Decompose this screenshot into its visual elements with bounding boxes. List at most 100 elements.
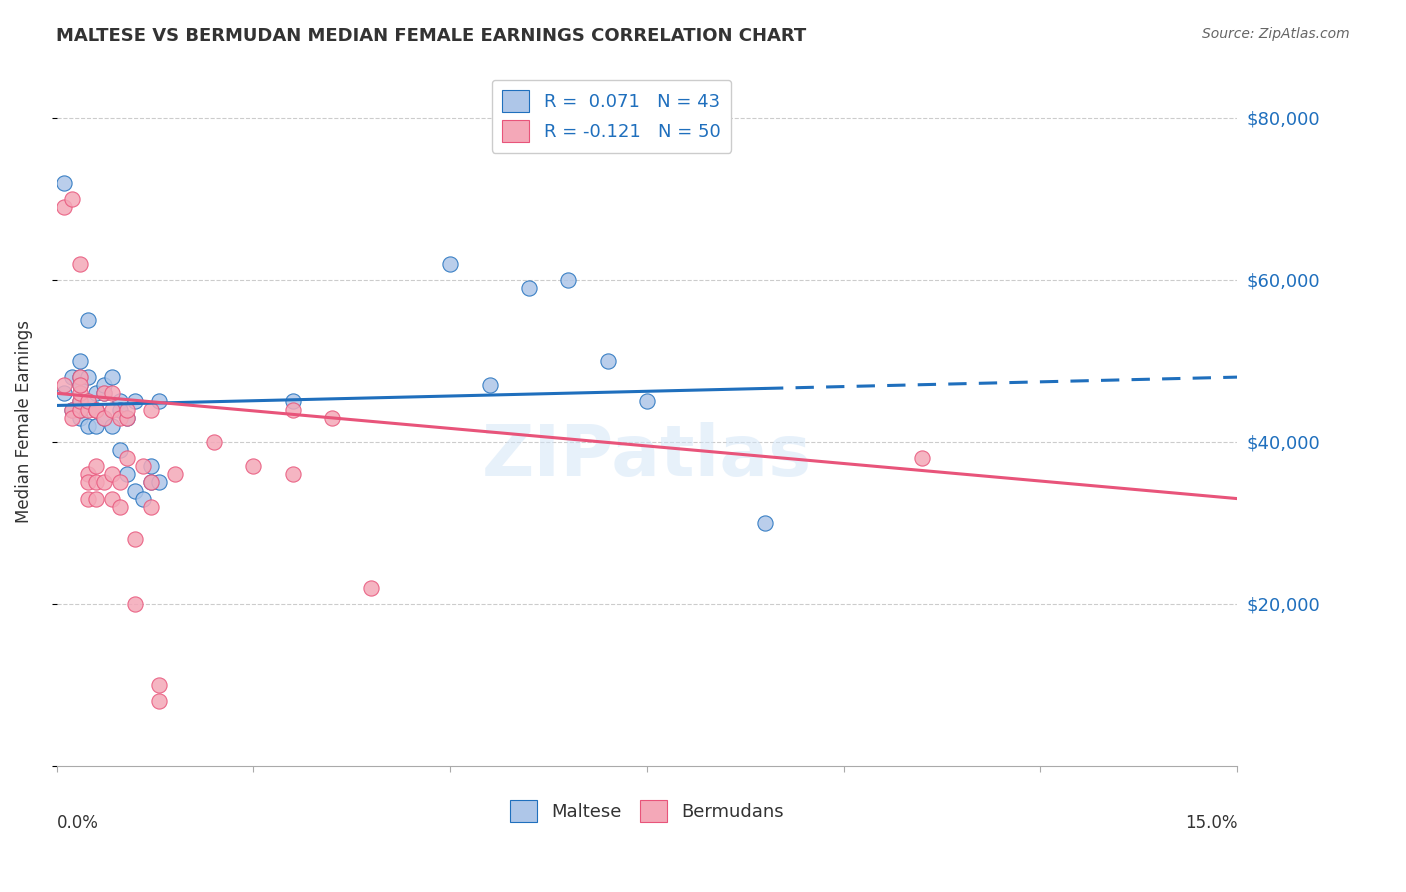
Point [100, 467, 122, 482]
Point [124, 597, 146, 611]
Point [202, 434, 225, 449]
Point [84, 491, 107, 506]
Point [108, 500, 131, 514]
Point [242, 459, 264, 474]
Point [439, 257, 461, 271]
Point [281, 394, 304, 409]
Point [117, 402, 139, 417]
Point [100, 418, 122, 433]
Point [53, 200, 76, 214]
Point [132, 459, 155, 474]
Point [281, 402, 304, 417]
Point [117, 467, 139, 482]
Point [84, 402, 107, 417]
Point [148, 475, 170, 490]
Point [108, 394, 131, 409]
Point [636, 394, 658, 409]
Point [69, 257, 91, 271]
Point [77, 491, 100, 506]
Point [69, 402, 91, 417]
Text: 0.0%: 0.0% [56, 814, 98, 832]
Point [132, 491, 155, 506]
Point [911, 451, 934, 466]
Point [139, 475, 162, 490]
Point [93, 410, 115, 425]
Point [108, 402, 131, 417]
Point [84, 386, 107, 401]
Point [108, 442, 131, 457]
Legend: Maltese, Bermudans: Maltese, Bermudans [499, 789, 794, 832]
Point [77, 467, 100, 482]
Point [148, 678, 170, 692]
Point [148, 394, 170, 409]
Point [53, 176, 76, 190]
Point [77, 313, 100, 327]
Text: Source: ZipAtlas.com: Source: ZipAtlas.com [1202, 27, 1350, 41]
Point [77, 402, 100, 417]
Point [93, 386, 115, 401]
Point [124, 483, 146, 498]
Point [69, 394, 91, 409]
Point [321, 410, 343, 425]
Point [139, 475, 162, 490]
Point [517, 281, 540, 295]
Point [478, 378, 501, 392]
Point [754, 516, 776, 530]
Point [139, 459, 162, 474]
Point [93, 410, 115, 425]
Point [69, 410, 91, 425]
Point [60, 402, 83, 417]
Point [139, 500, 162, 514]
Point [100, 370, 122, 384]
Point [100, 402, 122, 417]
Point [117, 410, 139, 425]
Point [100, 386, 122, 401]
Point [163, 467, 186, 482]
Point [148, 694, 170, 708]
Point [124, 394, 146, 409]
Point [53, 386, 76, 401]
Point [84, 475, 107, 490]
Point [596, 354, 619, 368]
Point [108, 410, 131, 425]
Point [557, 273, 579, 287]
Point [93, 378, 115, 392]
Point [69, 370, 91, 384]
Point [69, 386, 91, 401]
Point [69, 370, 91, 384]
Point [60, 192, 83, 206]
Point [69, 402, 91, 417]
Text: ZIPatlas: ZIPatlas [482, 422, 813, 491]
Point [100, 491, 122, 506]
Point [84, 459, 107, 474]
Point [77, 418, 100, 433]
Point [60, 402, 83, 417]
Point [117, 410, 139, 425]
Point [139, 402, 162, 417]
Point [690, 119, 713, 133]
Point [69, 394, 91, 409]
Point [77, 394, 100, 409]
Point [77, 394, 100, 409]
Point [84, 402, 107, 417]
Point [69, 378, 91, 392]
Point [124, 532, 146, 546]
Point [108, 475, 131, 490]
Point [60, 410, 83, 425]
Point [84, 402, 107, 417]
Point [77, 370, 100, 384]
Text: MALTESE VS BERMUDAN MEDIAN FEMALE EARNINGS CORRELATION CHART: MALTESE VS BERMUDAN MEDIAN FEMALE EARNIN… [56, 27, 807, 45]
Point [93, 386, 115, 401]
Point [69, 378, 91, 392]
Text: 15.0%: 15.0% [1185, 814, 1237, 832]
Point [60, 370, 83, 384]
Point [69, 354, 91, 368]
Point [360, 581, 382, 595]
Point [281, 467, 304, 482]
Point [117, 451, 139, 466]
Point [77, 475, 100, 490]
Point [93, 475, 115, 490]
Y-axis label: Median Female Earnings: Median Female Earnings [15, 320, 32, 523]
Point [84, 418, 107, 433]
Point [53, 378, 76, 392]
